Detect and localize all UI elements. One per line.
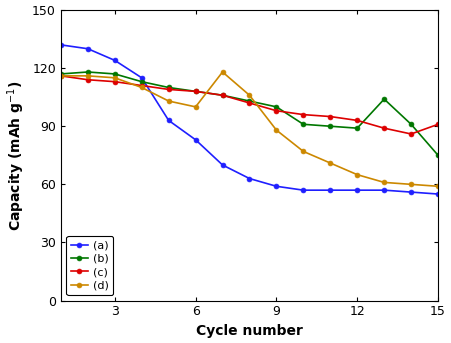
- (b): [166, 85, 171, 90]
- (a): [247, 177, 252, 181]
- (c): [327, 115, 333, 119]
- (d): [166, 99, 171, 103]
- (c): [301, 113, 306, 117]
- (d): [220, 70, 225, 74]
- (a): [166, 118, 171, 122]
- (c): [85, 78, 91, 82]
- (d): [435, 184, 441, 188]
- (c): [193, 89, 198, 93]
- (c): [354, 118, 360, 122]
- (d): [274, 128, 279, 132]
- Line: (a): (a): [59, 43, 441, 197]
- (d): [327, 161, 333, 165]
- (d): [409, 182, 414, 186]
- (c): [220, 93, 225, 97]
- X-axis label: Cycle number: Cycle number: [196, 324, 303, 338]
- Legend: (a), (b), (c), (d): (a), (b), (c), (d): [66, 236, 114, 295]
- (a): [193, 138, 198, 142]
- (c): [112, 80, 117, 84]
- (c): [58, 74, 64, 78]
- (d): [58, 74, 64, 78]
- (d): [193, 105, 198, 109]
- Line: (d): (d): [59, 70, 441, 189]
- (b): [247, 99, 252, 103]
- (a): [382, 188, 387, 192]
- (d): [247, 93, 252, 97]
- (c): [382, 126, 387, 130]
- (a): [220, 163, 225, 167]
- (d): [112, 76, 117, 80]
- (d): [85, 74, 91, 78]
- (c): [166, 87, 171, 92]
- (a): [409, 190, 414, 194]
- (a): [274, 184, 279, 188]
- Y-axis label: Capacity (mAh g$^{-1}$): Capacity (mAh g$^{-1}$): [5, 80, 27, 230]
- (b): [354, 126, 360, 130]
- (b): [193, 89, 198, 93]
- (c): [435, 122, 441, 126]
- (a): [354, 188, 360, 192]
- (b): [58, 72, 64, 76]
- (d): [301, 149, 306, 153]
- (a): [139, 76, 144, 80]
- (c): [247, 101, 252, 105]
- (b): [112, 72, 117, 76]
- (a): [327, 188, 333, 192]
- (c): [409, 132, 414, 136]
- (b): [85, 70, 91, 74]
- Line: (c): (c): [59, 73, 441, 137]
- (c): [139, 83, 144, 87]
- (a): [301, 188, 306, 192]
- (a): [85, 47, 91, 51]
- (b): [409, 122, 414, 126]
- (b): [220, 93, 225, 97]
- (b): [327, 124, 333, 128]
- (b): [435, 153, 441, 157]
- (d): [382, 180, 387, 185]
- (d): [139, 85, 144, 90]
- (a): [112, 58, 117, 62]
- (d): [354, 173, 360, 177]
- (b): [301, 122, 306, 126]
- (b): [274, 105, 279, 109]
- (a): [435, 192, 441, 196]
- (b): [382, 97, 387, 101]
- (a): [58, 43, 64, 47]
- (c): [274, 109, 279, 113]
- Line: (b): (b): [59, 70, 441, 158]
- (b): [139, 80, 144, 84]
